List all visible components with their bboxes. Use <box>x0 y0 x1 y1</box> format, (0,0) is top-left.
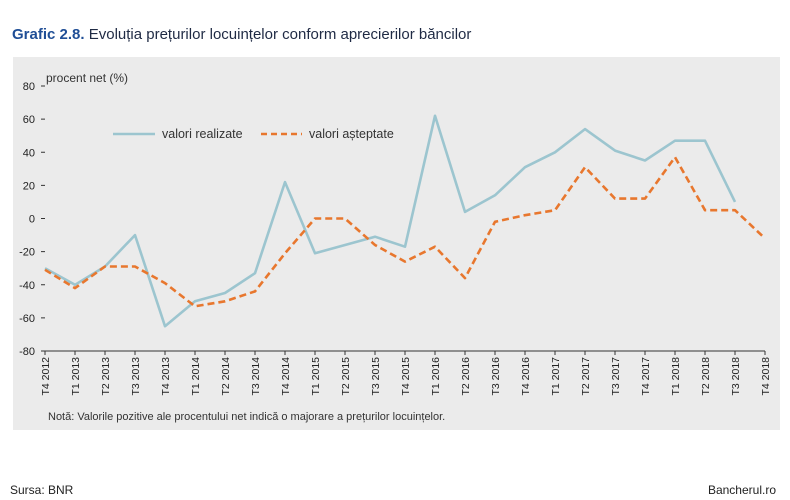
x-tick-label: T3 2015 <box>370 357 382 396</box>
chart-title-text: Evoluția prețurilor locuințelor conform … <box>88 26 472 43</box>
legend-label-asteptate: valori așteptate <box>309 127 394 141</box>
x-tick-label: T4 2017 <box>640 357 652 396</box>
x-tick-label: T1 2016 <box>430 357 442 396</box>
series-line-realizate <box>44 114 737 328</box>
x-tick-label: T2 2016 <box>460 357 472 396</box>
x-tick-label: T3 2018 <box>730 357 742 396</box>
y-tick-label: 0 <box>29 214 35 226</box>
chart-title-prefix: Grafic 2.8. <box>12 26 85 43</box>
x-tick-label: T2 2014 <box>220 357 232 396</box>
y-tick-label: -20 <box>19 247 35 259</box>
site-label: Bancherul.ro <box>707 483 776 497</box>
chart-note: Notă: Valorile pozitive ale procentului … <box>48 411 445 423</box>
x-tick-label: T2 2018 <box>700 357 712 396</box>
chart-legend: valori realizate valori așteptate <box>113 127 394 141</box>
x-tick-label: T4 2012 <box>40 357 52 396</box>
x-tick-label: T2 2013 <box>100 357 112 396</box>
x-tick-label: T4 2015 <box>400 357 412 396</box>
source-label: Sursa: BNR <box>10 483 74 497</box>
x-tick-label: T2 2017 <box>580 357 592 396</box>
x-axis: T4 2012 T1 2013 T2 2013 T3 2013 T4 2013 T1 20… <box>40 350 772 396</box>
y-tick-label: 80 <box>23 81 35 93</box>
x-tick-label: T3 2014 <box>250 357 262 396</box>
chart-series <box>44 114 766 328</box>
y-axis: 80 60 40 20 0 -20 -40 -60 -80 <box>19 81 45 358</box>
y-tick-label: -40 <box>19 280 35 292</box>
x-tick-label: T3 2013 <box>130 357 142 396</box>
y-tick-label: 60 <box>23 114 35 126</box>
x-tick-label: T1 2014 <box>190 357 202 396</box>
y-axis-label: procent net (%) <box>46 71 128 85</box>
legend-label-realizate: valori realizate <box>162 127 243 141</box>
x-tick-label: T3 2016 <box>490 357 502 396</box>
x-tick-label: T4 2016 <box>520 357 532 396</box>
y-tick-label: 20 <box>23 180 35 192</box>
x-tick-label: T4 2013 <box>160 357 172 396</box>
y-tick-label: -80 <box>19 346 35 358</box>
x-tick-label: T2 2015 <box>340 357 352 396</box>
series-line-asteptate <box>44 155 766 308</box>
y-tick-label: -60 <box>19 313 35 325</box>
y-tick-label: 40 <box>23 147 35 159</box>
x-tick-label: T1 2017 <box>550 357 562 396</box>
x-tick-label: T3 2017 <box>610 357 622 396</box>
chart-title: Grafic 2.8. Evoluția prețurilor locuințe… <box>12 26 471 43</box>
x-tick-label: T4 2018 <box>760 357 772 396</box>
x-tick-label: T1 2013 <box>70 357 82 396</box>
x-tick-label: T4 2014 <box>280 357 292 396</box>
x-tick-label: T1 2015 <box>310 357 322 396</box>
x-tick-label: T1 2018 <box>670 357 682 396</box>
